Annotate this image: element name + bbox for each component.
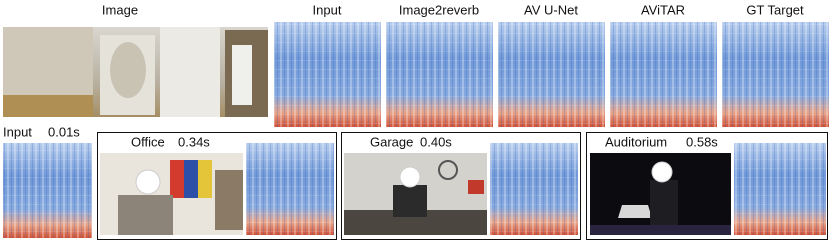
column-label: GT Target [746, 2, 804, 17]
example-name: Office [131, 134, 165, 149]
spectrogram-texture [490, 143, 578, 235]
column-label: Image2reverb [399, 2, 479, 17]
office-photo [100, 153, 243, 235]
image-label: Image [102, 2, 138, 17]
spectrogram-texture [3, 143, 92, 238]
example-time: 0.58s [686, 134, 718, 149]
column-label: Input [313, 2, 342, 17]
auditorium-photo [590, 153, 731, 235]
example-time: 0.34s [178, 134, 210, 149]
column-label: AV U-Net [524, 2, 578, 17]
example-name: Input [3, 124, 32, 139]
example-box [586, 132, 828, 240]
example-name: Auditorium [605, 134, 667, 149]
garage-photo [344, 153, 487, 235]
spectrogram-texture [246, 143, 334, 235]
example-time: 0.01s [48, 124, 80, 139]
column-label: AViTAR [641, 2, 685, 17]
example-name: Garage [370, 134, 413, 149]
example-time: 0.40s [420, 134, 452, 149]
panorama-image [3, 27, 268, 117]
spectrogram-row [274, 22, 829, 127]
example-box [97, 132, 337, 240]
spectrogram-texture [734, 143, 826, 235]
example-box [341, 132, 581, 240]
